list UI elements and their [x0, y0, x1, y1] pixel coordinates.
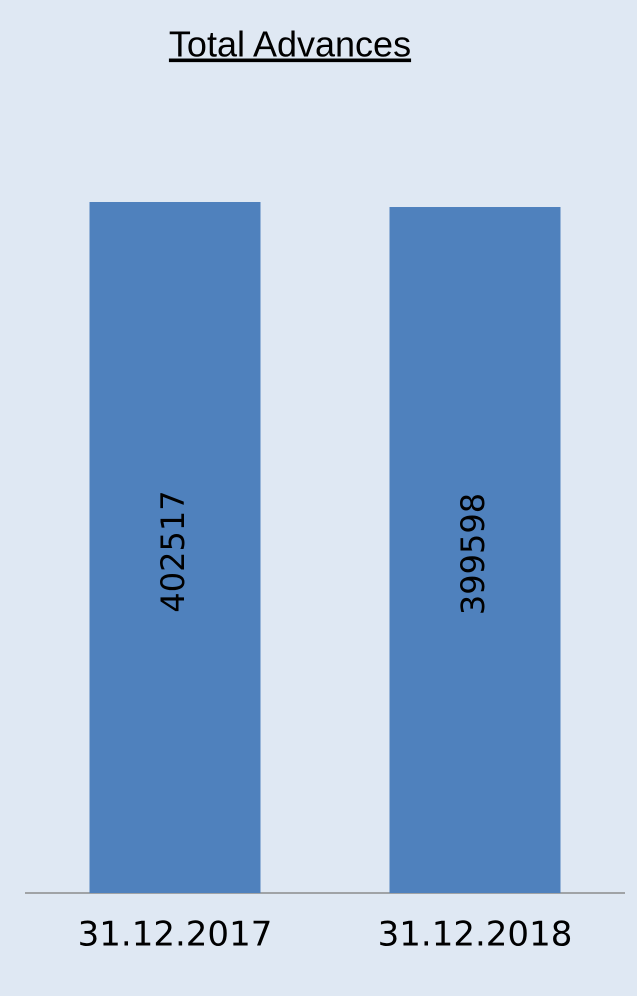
data-label: 399598 — [454, 493, 492, 615]
bar — [389, 207, 561, 893]
x-tick-label: 31.12.2017 — [78, 915, 273, 955]
data-label: 402517 — [154, 490, 192, 612]
chart-title: Total Advances — [169, 24, 411, 65]
bar — [89, 202, 261, 893]
x-tick-label: 31.12.2018 — [378, 915, 573, 955]
